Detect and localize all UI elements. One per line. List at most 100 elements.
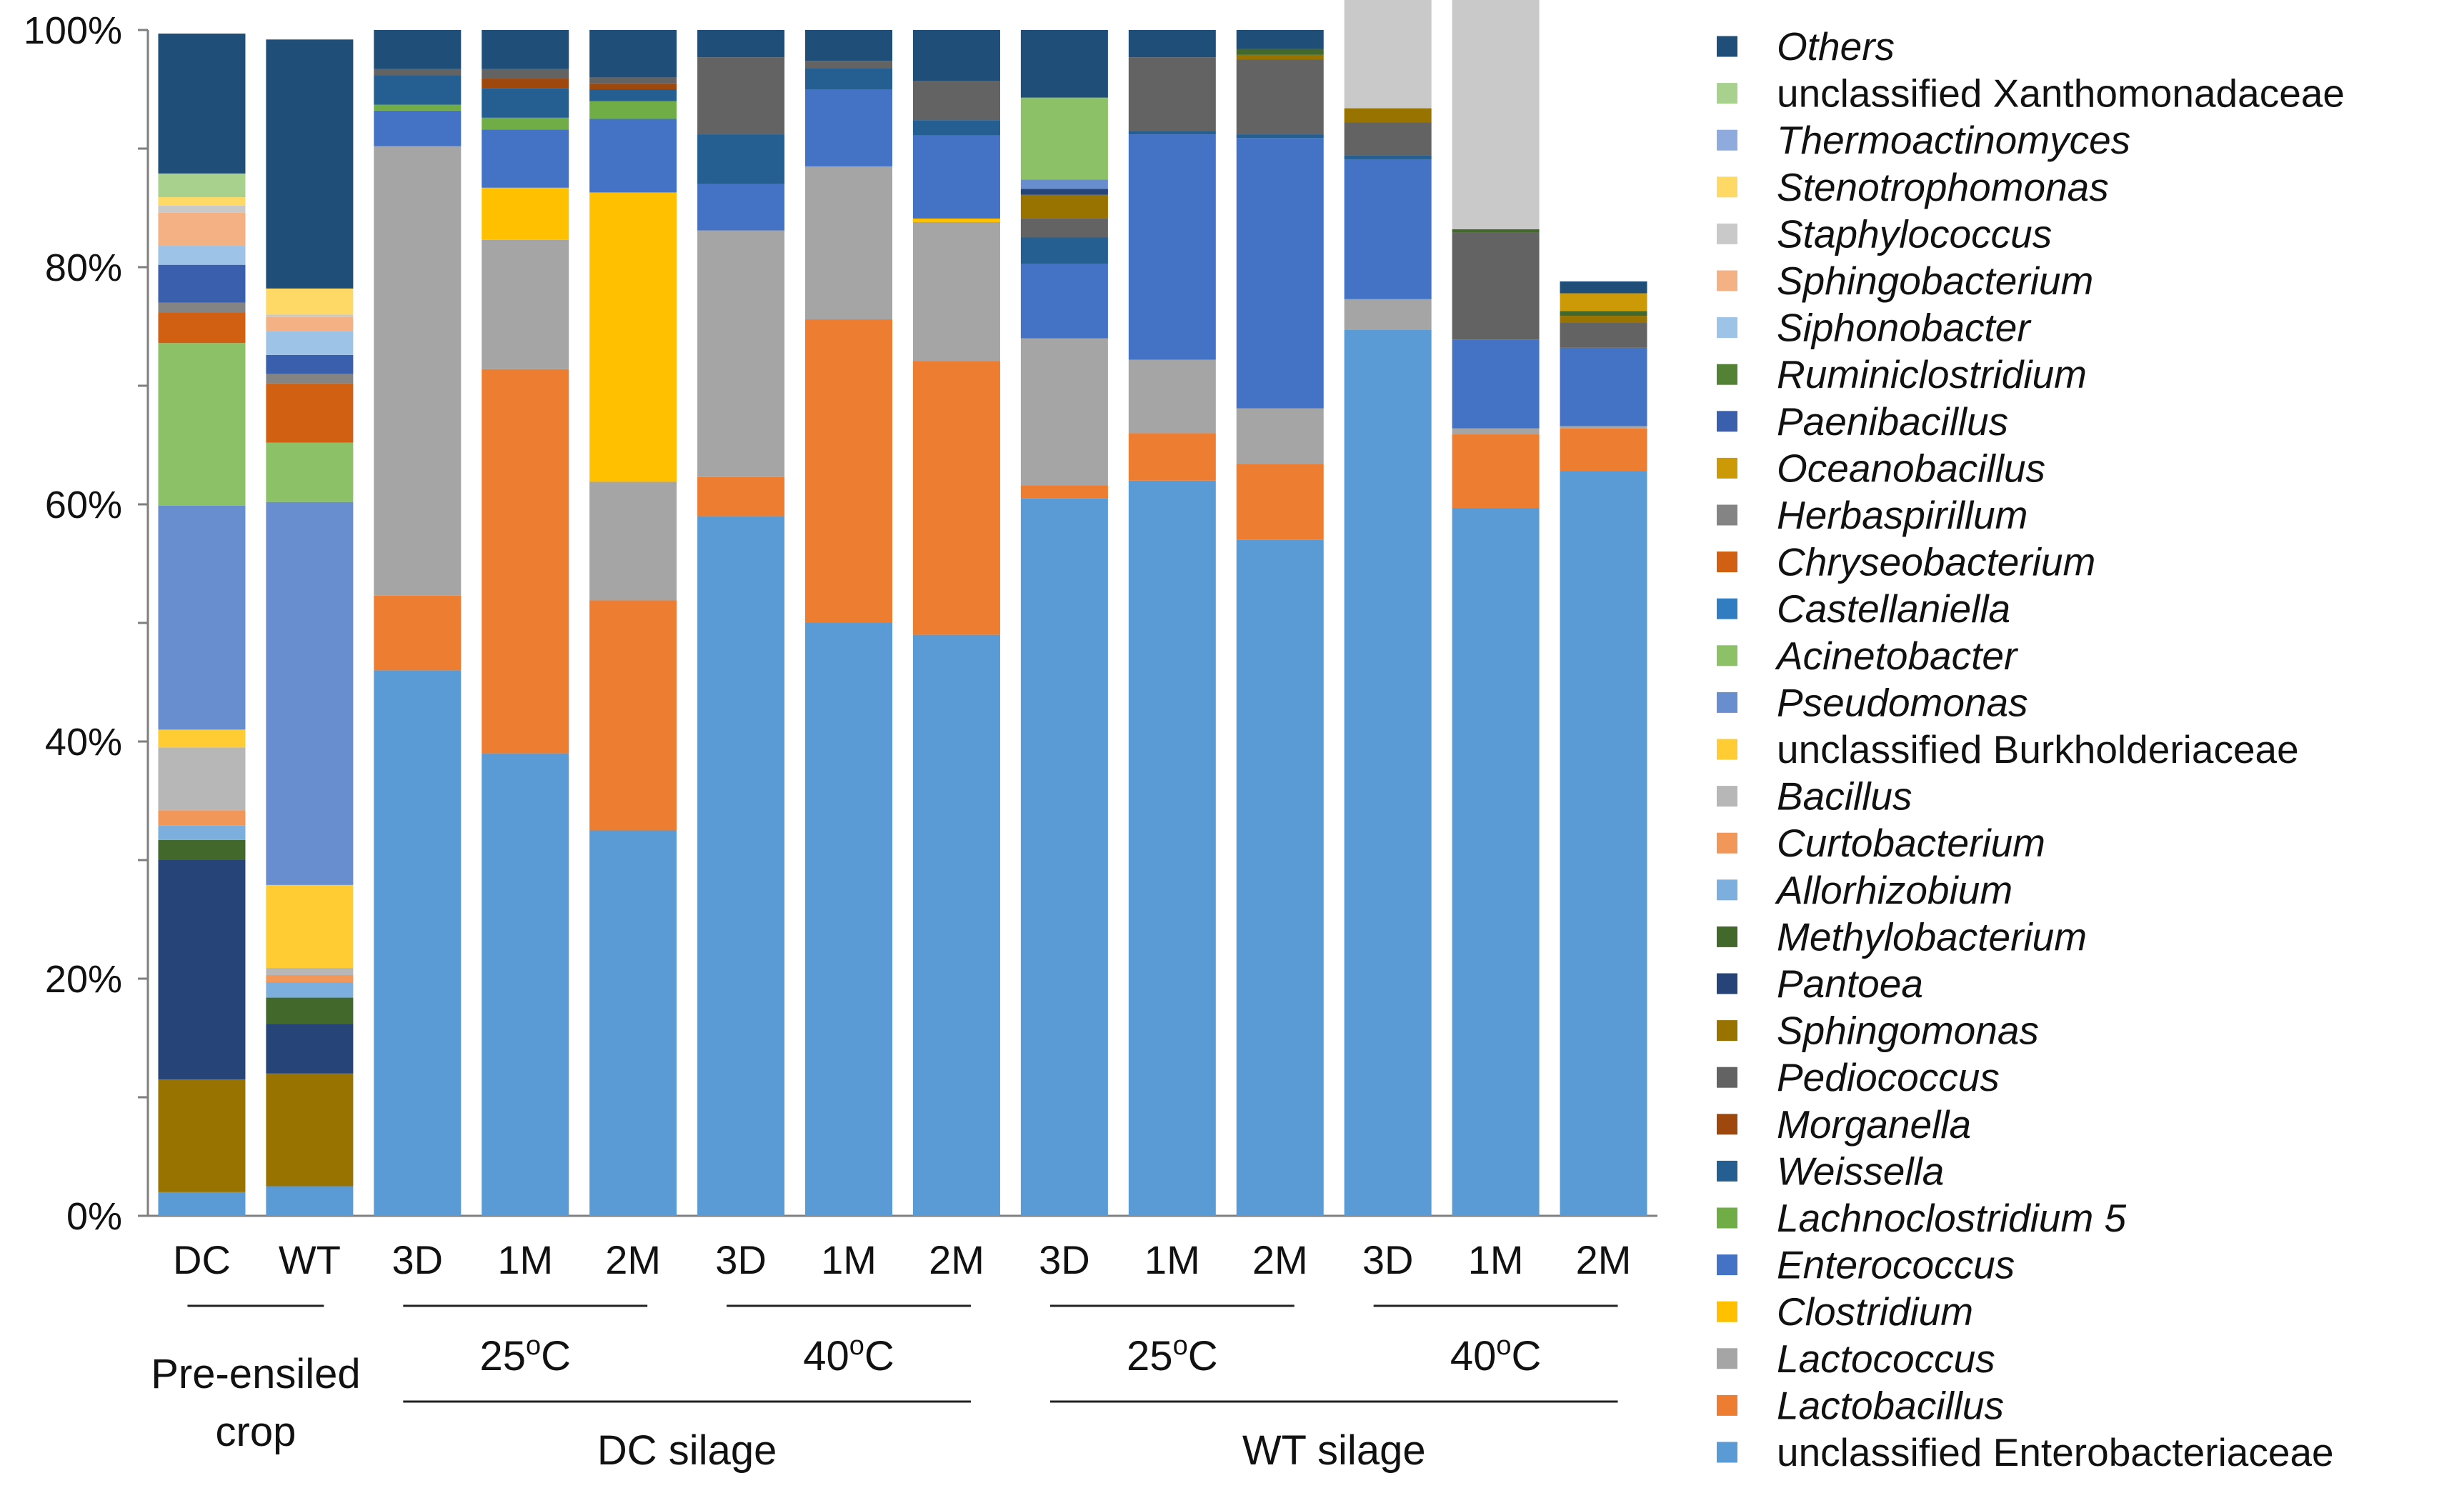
legend-swatch [1717,1160,1737,1182]
legend-swatch [1717,1348,1737,1369]
legend-label: Thermoactinomyces [1777,118,2130,162]
bar-segment-others [158,33,246,174]
bar-segment-weissella [697,134,785,184]
bar-segment-unclassified-enterobacteriaceae [1020,498,1108,1216]
bar-segment-unclassified-enterobacteriaceae [482,753,569,1216]
bar-segment-others [482,30,569,69]
bar-segment-pediococcus [697,57,785,135]
bar-segment-unclassified-enterobacteriaceae [805,623,893,1216]
group-label: WT silage [1242,1427,1426,1474]
bar-segment-lachnoclostridium-5 [589,101,677,119]
legend-label: Staphylococcus [1777,211,2052,256]
legend-item: Clostridium [1717,1289,1973,1334]
bar-segment-pediococcus [1128,57,1216,131]
bar-segment-unclassified-burkholderiaceae [158,729,246,748]
bar-segment-pediococcus [589,77,677,84]
legend-swatch [1717,1114,1737,1135]
temperature-label: 40oC [803,1331,894,1379]
bar-6 [697,30,785,1216]
legend-swatch [1717,129,1737,151]
category-label: 2M [1252,1237,1308,1282]
legend-label: Others [1777,24,1895,69]
legend-item: Oceanobacillus [1717,446,2045,490]
legend-label: Siphonobacter [1777,306,2032,350]
legend-item: Chryseobacterium [1717,540,2095,584]
legend-item: Enterococcus [1717,1243,2015,1287]
bar-segment-lactobacillus [482,369,569,754]
bar-13 [1452,0,1540,1216]
bar-segment-lactobacillus [589,600,677,831]
legend-item: Sphingomonas [1717,1009,2039,1053]
legend-label: Sphingobacterium [1777,259,2093,303]
category-label: 2M [929,1237,984,1282]
bar-segment-pseudomonas [1020,179,1108,189]
bar-segment-unclassified-enterobacteriaceae [697,516,785,1216]
bar-segment-staphylococcus [1344,0,1432,109]
legend-swatch [1717,973,1737,994]
legend-swatch [1717,691,1737,713]
temperature-label: 25oC [1127,1331,1218,1379]
legend-swatch [1717,364,1737,385]
bar-segment-lactococcus [1452,428,1540,435]
bar-segment-pantoea [266,1024,354,1074]
legend-label: Pediococcus [1777,1055,2000,1099]
category-label: WT [279,1237,341,1282]
legend-item: Thermoactinomyces [1717,118,2130,162]
legend-label: Curtobacterium [1777,821,2045,865]
legend-item: Castellaniella [1717,586,2010,631]
group-label: crop [216,1409,296,1455]
legend-label: Weissella [1777,1149,1944,1193]
bar-1 [158,33,246,1216]
legend-item: unclassified Enterobacteriaceae [1717,1430,2334,1474]
bar-segment-weissella [589,89,677,101]
legend-swatch [1717,1020,1737,1042]
legend-swatch [1717,1394,1737,1416]
bar-3 [374,30,462,1216]
bar-segment-morganella [482,79,569,89]
bar-10 [1128,30,1216,1216]
bar-segment-lactobacillus [697,476,785,516]
legend-swatch [1717,457,1737,479]
bar-segment-others [1128,30,1216,58]
bar-segment-pediococcus [1344,122,1432,156]
legend-swatch [1717,411,1737,432]
bar-segment-pediococcus [1452,232,1540,340]
bar-segment-sphingomonas [266,1073,354,1187]
category-label: 2M [1576,1237,1632,1282]
bar-14 [1560,281,1647,1216]
legend-label: Lactobacillus [1777,1383,2004,1427]
bar-segment-others [589,30,677,78]
legend-swatch [1717,832,1737,854]
bar-11 [1236,30,1324,1216]
bar-segment-methylobacterium [1236,49,1324,55]
legend-item: Ruminiclostridium [1717,352,2087,396]
legend-label: Enterococcus [1777,1243,2015,1287]
bar-segment-clostridium [912,218,1000,222]
bar-segment-methylobacterium [266,997,354,1024]
legend-item: Paenibacillus [1717,399,2008,444]
category-label: 3D [1039,1237,1090,1282]
legend-item: Allorhizobium [1717,868,2012,912]
category-label: 3D [1362,1237,1414,1282]
legend-swatch [1717,1254,1737,1276]
bar-segment-others [697,30,785,58]
legend-swatch [1717,786,1737,807]
legend-label: unclassified Xanthomonadaceae [1777,71,2345,116]
category-label: 2M [605,1237,661,1282]
category-label: DC [173,1237,231,1282]
legend-swatch [1717,598,1737,619]
bars [158,0,1647,1217]
bar-segment-lactococcus [697,230,785,477]
bar-segment-enterococcus [1128,134,1216,360]
bar-segment-sphingobacterium [158,212,246,246]
legend-swatch [1717,879,1737,901]
bar-segment-weissella [1020,237,1108,264]
bar-segment-others [912,30,1000,81]
bar-segment-lactobacillus [805,319,893,623]
bar-segment-siphonobacter [266,331,354,355]
bar-segment-pantoea [1020,189,1108,195]
legend-item: Bacillus [1717,774,1912,819]
bar-segment-enterococcus [697,184,785,231]
bar-segment-lactococcus [1020,338,1108,486]
